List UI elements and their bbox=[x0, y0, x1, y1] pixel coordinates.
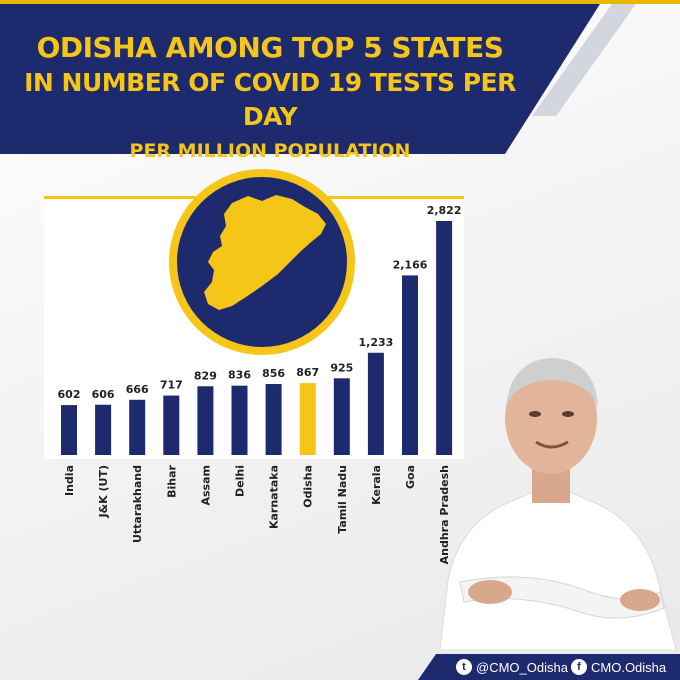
twitter-handle: @CMO_Odisha bbox=[476, 659, 568, 675]
bar-uttarakhand bbox=[129, 399, 146, 455]
bar-delhi bbox=[231, 385, 248, 455]
value-label-delhi: 836 bbox=[228, 369, 251, 382]
category-label-kerala: Kerala bbox=[370, 465, 383, 505]
value-label-andhra-pradesh: 2,822 bbox=[427, 204, 462, 217]
headline: ODISHA AMONG TOP 5 STATES IN NUMBER OF C… bbox=[0, 30, 540, 166]
bar-karnataka bbox=[265, 384, 282, 455]
value-label-uttarakhand: 666 bbox=[126, 383, 149, 396]
value-label-bihar: 717 bbox=[160, 379, 183, 392]
bar-odisha bbox=[299, 383, 316, 455]
person-photo bbox=[439, 358, 677, 650]
category-label-goa: Goa bbox=[404, 465, 417, 489]
bar-goa bbox=[402, 275, 418, 455]
headline-line-2: IN NUMBER OF COVID 19 TESTS PER DAY bbox=[24, 68, 516, 131]
category-label-india: India bbox=[63, 465, 76, 496]
category-label-odisha: Odisha bbox=[302, 465, 315, 508]
header-band bbox=[0, 4, 636, 154]
value-label-india: 602 bbox=[58, 388, 81, 401]
category-label-delhi: Delhi bbox=[234, 465, 247, 497]
top-accent-line bbox=[0, 0, 680, 4]
odisha-map-icon bbox=[204, 195, 326, 310]
value-label-karnataka: 856 bbox=[262, 367, 285, 380]
value-label-kerala: 1,233 bbox=[359, 336, 394, 349]
footer-band bbox=[418, 654, 680, 680]
category-label-andhra-pradesh: Andhra Pradesh bbox=[438, 465, 451, 564]
value-labels-layer: 602 606 666 717 829 836 856 867 925 1,233 2,166 2,8… bbox=[58, 204, 462, 401]
category-label-tamil-nadu: Tamil Nadu bbox=[336, 465, 349, 534]
bar-bihar bbox=[163, 395, 180, 455]
bar-india bbox=[61, 405, 77, 455]
headline-line-1: ODISHA AMONG TOP 5 STATES bbox=[36, 31, 504, 64]
facebook-link[interactable]: f CMO.Odisha bbox=[571, 657, 666, 677]
twitter-icon: t bbox=[456, 659, 472, 675]
bar-tamil-nadu bbox=[333, 378, 350, 455]
category-label-bihar: Bihar bbox=[165, 464, 178, 497]
facebook-icon: f bbox=[571, 659, 587, 675]
headline-line-3: PER MILLION POPULATION bbox=[129, 140, 411, 162]
value-label-tamil-nadu: 925 bbox=[330, 361, 353, 374]
category-label-karnataka: Karnataka bbox=[268, 465, 281, 529]
value-label-assam: 829 bbox=[194, 369, 217, 382]
category-label-uttarakhand: Uttarakhand bbox=[131, 465, 144, 543]
value-label-odisha: 867 bbox=[296, 366, 319, 379]
bar-j-k-ut bbox=[95, 404, 112, 455]
facebook-handle: CMO.Odisha bbox=[591, 659, 667, 675]
category-label-assam: Assam bbox=[199, 465, 212, 506]
odisha-map-emblem bbox=[169, 169, 355, 355]
category-label-j-k-ut: J&K (UT) bbox=[97, 465, 110, 519]
twitter-link[interactable]: t @CMO_Odisha bbox=[456, 657, 568, 677]
value-label-goa: 2,166 bbox=[393, 258, 428, 271]
bar-andhra-pradesh bbox=[436, 221, 453, 455]
bar-assam bbox=[197, 386, 214, 455]
bars-layer bbox=[61, 221, 453, 455]
bar-kerala bbox=[367, 352, 384, 455]
category-labels-layer: India J&K (UT) Uttarakhand Bihar Assam Delhi K… bbox=[63, 464, 451, 564]
value-label-j-k-ut: 606 bbox=[92, 388, 115, 401]
